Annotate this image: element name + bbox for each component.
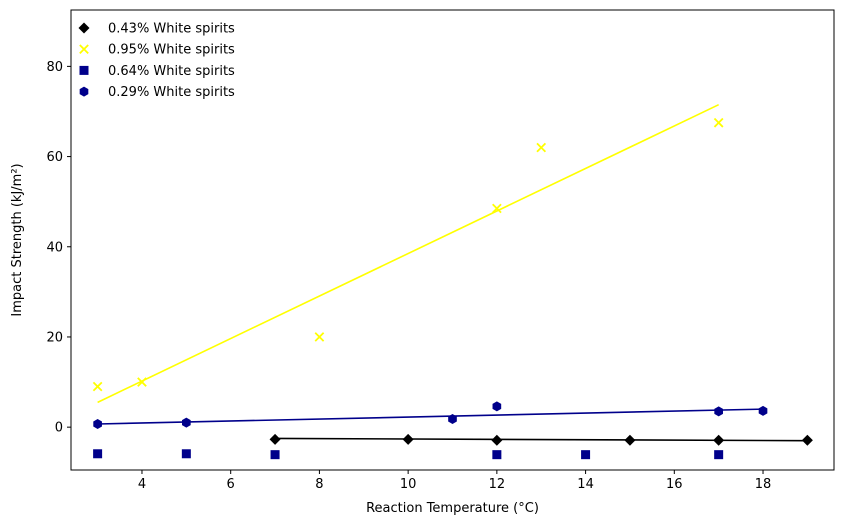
series-1-point <box>402 433 414 445</box>
y-tick-label: 40 <box>46 240 63 255</box>
series-2-point <box>536 142 547 153</box>
legend-marker <box>79 65 89 75</box>
series-3-point <box>492 450 502 460</box>
x-tick-label: 12 <box>489 477 506 492</box>
legend: 0.43% White spirits 0.95% White spirits 0.… <box>78 22 235 100</box>
series-4-point <box>182 417 191 428</box>
x-tick-label: 18 <box>755 477 772 492</box>
legend-marker-stroke <box>79 44 89 55</box>
series-2-point-stroke <box>137 377 147 387</box>
series-1-point <box>801 434 813 446</box>
axes-layer: Reaction Temperature (°C) Impact Strengt… <box>10 60 771 516</box>
series-1-point <box>269 433 281 445</box>
legend-item: 0.29% White spirits <box>79 85 235 100</box>
series-1 <box>269 433 813 446</box>
series-2-point-stroke <box>92 381 103 392</box>
series-2-point-stroke <box>713 117 724 128</box>
x-tick-label: 6 <box>227 477 235 492</box>
series-3-point <box>581 450 591 460</box>
y-tick-label: 0 <box>55 421 63 436</box>
series-2-point <box>492 203 502 214</box>
series-4-point <box>93 419 102 429</box>
legend-marker <box>79 44 89 55</box>
plot-frame <box>70 9 835 471</box>
series-2-point <box>314 332 325 342</box>
y-axis-label: Impact Strength (kJ/m²) <box>10 163 25 316</box>
series-1-point <box>624 434 636 446</box>
legend-item: 0.43% White spirits <box>78 22 235 37</box>
x-axis-label: Reaction Temperature (°C) <box>366 501 539 516</box>
x-tick-label: 10 <box>400 477 417 492</box>
series-3 <box>93 449 724 460</box>
series-2-point <box>92 381 103 392</box>
plot-area <box>70 9 835 471</box>
series-4-trend-line <box>97 408 764 425</box>
series-2-point-stroke <box>314 332 325 342</box>
series-4-point <box>758 405 768 416</box>
legend-marker <box>78 22 90 34</box>
series-2-point <box>713 117 724 128</box>
y-tick-label: 60 <box>46 150 63 165</box>
series-2-trend-line <box>97 103 720 404</box>
legend-label: 0.29% White spirits <box>108 85 235 100</box>
series-4-point <box>714 406 723 417</box>
x-tick-label: 14 <box>577 477 594 492</box>
series-3-point <box>714 450 724 460</box>
series-1-point <box>491 434 503 446</box>
series-2-point-stroke <box>492 203 502 214</box>
legend-item: 0.95% White spirits <box>79 43 235 58</box>
series-3-point <box>270 450 280 460</box>
series-4-point <box>448 414 457 425</box>
series-3-point <box>93 449 103 459</box>
y-tick-label: 80 <box>46 60 63 75</box>
legend-label: 0.43% White spirits <box>108 22 235 37</box>
x-tick-label: 16 <box>666 477 683 492</box>
legend-label: 0.95% White spirits <box>108 43 235 58</box>
legend-marker <box>79 86 89 97</box>
series-2-point <box>137 377 147 387</box>
series-layer <box>92 103 813 460</box>
series-4-point <box>492 401 502 412</box>
legend-label: 0.64% White spirits <box>108 64 235 79</box>
y-tick-label: 20 <box>46 330 63 345</box>
series-2 <box>92 103 724 404</box>
series-1-point <box>713 434 725 446</box>
legend-item: 0.64% White spirits <box>79 64 235 79</box>
x-tick-label: 8 <box>315 477 323 492</box>
series-3-point <box>181 449 191 459</box>
series-2-point-stroke <box>536 142 547 153</box>
x-tick-label: 4 <box>138 477 146 492</box>
series-4 <box>93 401 768 429</box>
